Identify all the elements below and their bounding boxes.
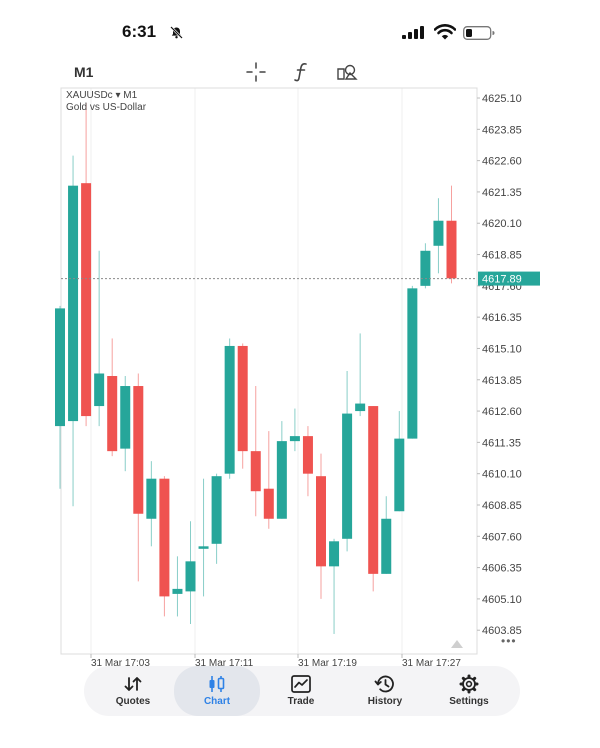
candle-bullish bbox=[198, 546, 209, 549]
candle-bearish bbox=[237, 345, 248, 452]
x-tick-label: 31 Mar 17:19 bbox=[298, 658, 357, 669]
y-tick-label: 4623.85 bbox=[482, 124, 522, 136]
bottom-navigation: Quotes Chart Trade History bbox=[84, 666, 520, 716]
y-tick-label: 4608.85 bbox=[482, 500, 522, 512]
candle-bearish bbox=[263, 488, 274, 519]
battery-icon bbox=[463, 26, 495, 40]
nav-quotes-label: Quotes bbox=[115, 696, 151, 707]
candle-bullish bbox=[329, 541, 340, 567]
settings-icon bbox=[459, 674, 479, 694]
trade-icon bbox=[291, 675, 311, 693]
candle-bullish bbox=[185, 561, 196, 592]
symbol-description: Gold vs US-Dollar bbox=[66, 102, 147, 113]
candle-bullish bbox=[407, 288, 418, 439]
objects-icon bbox=[337, 64, 358, 80]
candle-bullish bbox=[94, 373, 105, 407]
candle-bearish bbox=[316, 476, 326, 567]
candle-bullish bbox=[172, 588, 183, 594]
nav-history-label: History bbox=[367, 696, 403, 707]
candle-bearish bbox=[81, 183, 92, 417]
bell-muted-icon bbox=[170, 26, 183, 39]
current-price-label: 4617.89 bbox=[482, 274, 522, 286]
more-options-dots[interactable]: ••• bbox=[501, 634, 517, 648]
candle-bullish bbox=[394, 438, 405, 512]
crosshair-icon bbox=[246, 62, 266, 82]
x-tick-label: 31 Mar 17:27 bbox=[402, 658, 461, 669]
nav-settings[interactable]: Settings bbox=[426, 666, 512, 716]
candle-bearish bbox=[250, 451, 261, 492]
nav-history[interactable]: History bbox=[342, 666, 428, 716]
nav-chart-label: Chart bbox=[203, 696, 231, 707]
timeframe-button[interactable]: M1 bbox=[74, 64, 94, 80]
indicators-button[interactable] bbox=[290, 60, 314, 84]
y-tick-label: 4612.60 bbox=[482, 406, 522, 418]
symbol-label[interactable]: XAUUSDc ▾ M1 bbox=[66, 90, 138, 101]
candle-bullish bbox=[55, 308, 65, 427]
x-tick-label: 31 Mar 17:11 bbox=[195, 658, 254, 669]
y-tick-label: 4610.10 bbox=[482, 469, 522, 481]
y-tick-label: 4615.10 bbox=[482, 343, 522, 355]
candle-bearish bbox=[107, 376, 118, 452]
candle-bullish bbox=[433, 220, 444, 246]
objects-button[interactable] bbox=[335, 60, 359, 84]
candle-bullish bbox=[211, 476, 222, 544]
y-tick-label: 4613.85 bbox=[482, 375, 522, 387]
candle-bullish bbox=[146, 478, 157, 519]
candle-bearish bbox=[159, 478, 170, 597]
quotes-icon bbox=[124, 677, 142, 691]
candle-bearish bbox=[368, 406, 379, 574]
price-chart[interactable]: 4625.10 4623.85 4622.60 4621.35 4620.10 4618.… bbox=[0, 86, 600, 676]
y-tick-label: 4616.35 bbox=[482, 312, 522, 324]
candle-bullish bbox=[224, 345, 235, 474]
function-icon bbox=[294, 63, 307, 82]
candle-bullish bbox=[68, 185, 79, 422]
history-icon bbox=[374, 675, 394, 693]
candle-bearish bbox=[302, 436, 313, 474]
nav-quotes[interactable]: Quotes bbox=[90, 666, 176, 716]
x-tick-label: 31 Mar 17:03 bbox=[91, 658, 150, 669]
candle-bullish bbox=[120, 386, 131, 449]
wifi-icon bbox=[434, 24, 456, 40]
signal-icon bbox=[402, 26, 424, 39]
candle-bullish bbox=[381, 518, 392, 574]
candle-bearish bbox=[446, 220, 457, 279]
nav-trade-label: Trade bbox=[287, 696, 315, 707]
status-time: 6:31 bbox=[122, 22, 157, 41]
candle-bullish bbox=[289, 436, 300, 442]
candle-bullish bbox=[276, 441, 287, 519]
candle-bearish bbox=[133, 386, 144, 514]
y-tick-label: 4603.85 bbox=[482, 625, 522, 637]
nav-trade[interactable]: Trade bbox=[258, 666, 344, 716]
y-tick-label: 4622.60 bbox=[482, 156, 522, 168]
candlestick-chart[interactable]: 4625.10 4623.85 4622.60 4621.35 4620.10 4618.… bbox=[0, 86, 600, 676]
candle-bullish bbox=[420, 250, 431, 286]
y-tick-label: 4618.85 bbox=[482, 250, 522, 262]
y-tick-label: 4611.35 bbox=[482, 437, 521, 449]
nav-settings-label: Settings bbox=[449, 696, 489, 707]
y-tick-label: 4606.35 bbox=[482, 563, 522, 575]
nav-chart[interactable]: Chart bbox=[174, 666, 260, 716]
chart-icon bbox=[209, 676, 225, 692]
chart-shift-marker bbox=[451, 640, 463, 648]
y-tick-label: 4620.10 bbox=[482, 218, 522, 230]
y-tick-label: 4621.35 bbox=[482, 187, 522, 199]
y-tick-label: 4607.60 bbox=[482, 531, 522, 543]
candle-bullish bbox=[342, 413, 353, 539]
current-price-tag bbox=[478, 271, 540, 286]
y-tick-label: 4605.10 bbox=[482, 594, 522, 606]
crosshair-button[interactable] bbox=[244, 60, 268, 84]
candle-bullish bbox=[355, 403, 366, 412]
y-tick-label: 4625.10 bbox=[482, 93, 522, 105]
